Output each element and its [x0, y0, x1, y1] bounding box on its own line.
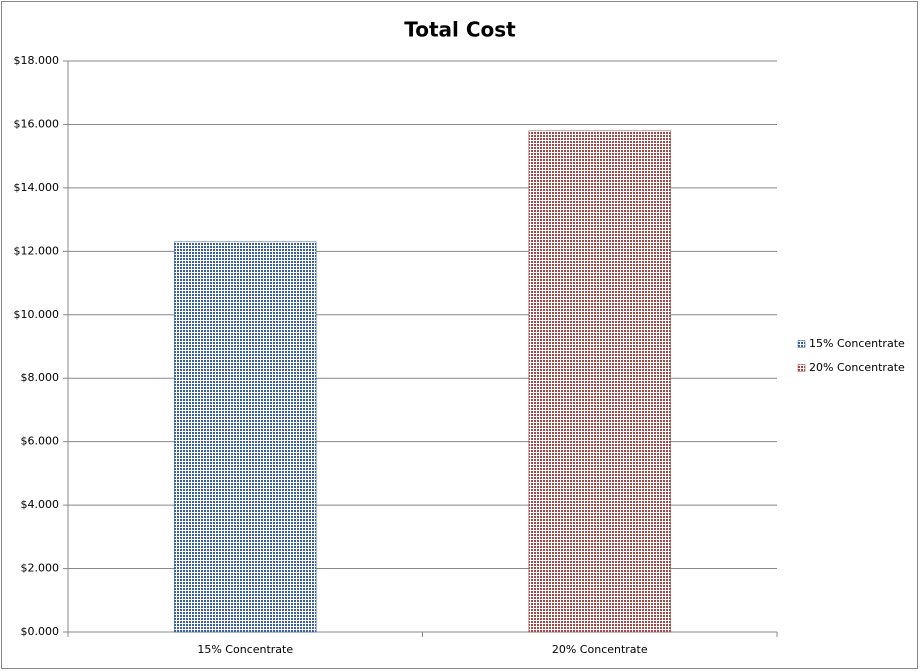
y-tick-label: $16.000 — [14, 117, 60, 130]
y-tick-label: $6.000 — [21, 435, 60, 448]
y-tick-label: $14.000 — [14, 181, 60, 194]
y-tick-label: $0.000 — [21, 625, 60, 638]
y-tick-label: $4.000 — [21, 498, 60, 511]
chart-title: Total Cost — [404, 18, 516, 42]
y-tick-label: $8.000 — [21, 371, 60, 384]
legend-swatch — [797, 340, 806, 348]
legend-swatch — [797, 364, 806, 372]
bar — [174, 241, 317, 633]
y-tick-label: $2.000 — [21, 562, 60, 575]
x-tick-label: 15% Concentrate — [197, 643, 293, 656]
x-tick-label: 20% Concentrate — [552, 643, 648, 656]
y-tick-label: $12.000 — [14, 244, 60, 257]
y-tick-label: $18.000 — [14, 54, 60, 67]
legend-label: 15% Concentrate — [809, 337, 905, 350]
y-tick-label: $10.000 — [14, 308, 60, 321]
legend-label: 20% Concentrate — [809, 361, 905, 374]
bar — [528, 130, 671, 633]
